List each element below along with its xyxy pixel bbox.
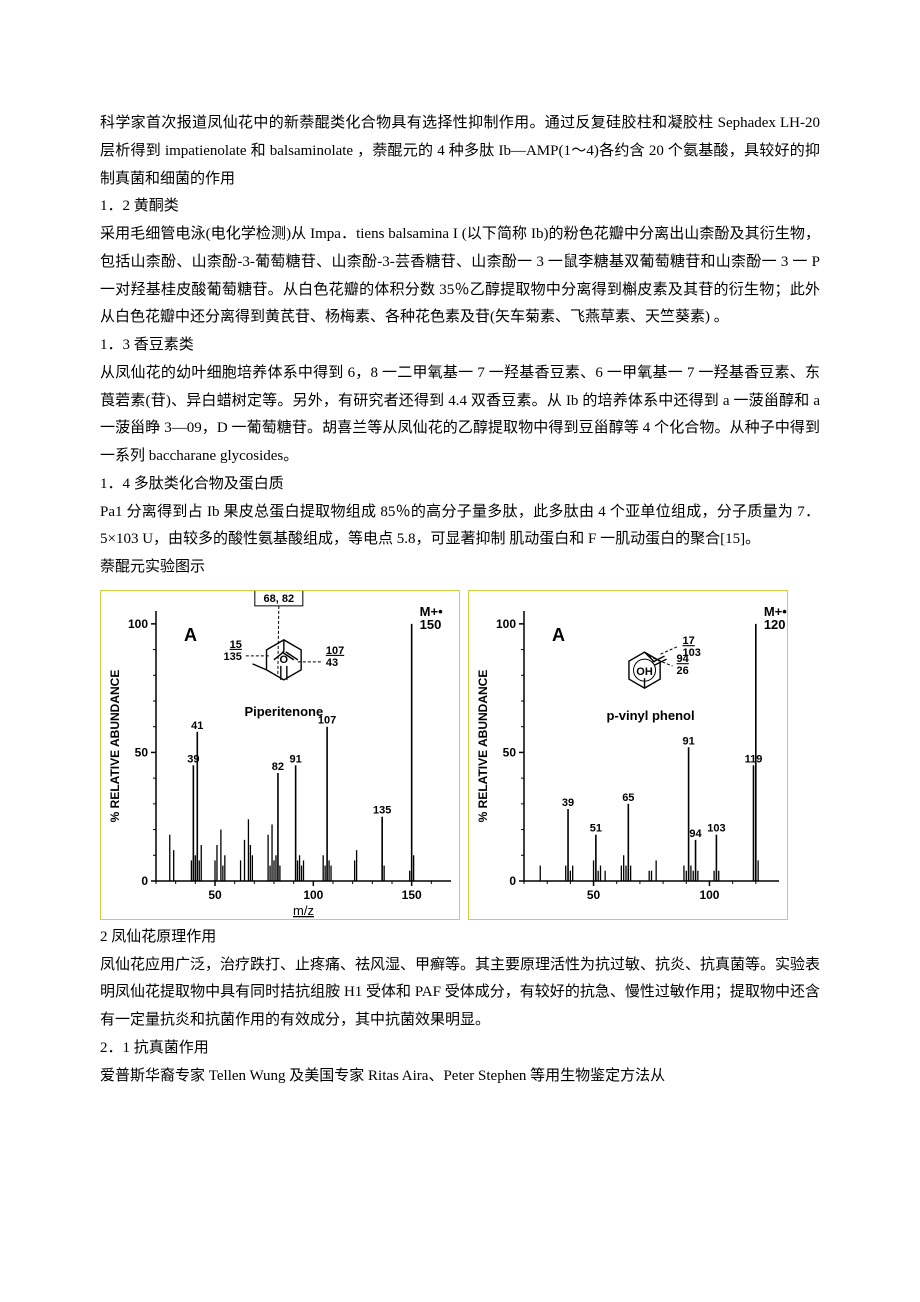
svg-text:0: 0 xyxy=(141,874,148,888)
svg-text:135: 135 xyxy=(373,804,391,816)
paragraph-2: 凤仙花应用广泛，治疗跌打、止疼痛、祛风湿、甲癣等。其主要原理活性为抗过敏、抗炎、… xyxy=(100,952,820,1035)
svg-text:50: 50 xyxy=(208,888,222,902)
svg-text:41: 41 xyxy=(191,720,203,732)
svg-text:135: 135 xyxy=(223,651,241,663)
svg-text:82: 82 xyxy=(272,761,284,773)
svg-text:107: 107 xyxy=(326,645,344,657)
paragraph-1-2: 采用毛细管电泳(电化学检测)从 Impa．tiens balsamina I (… xyxy=(100,221,820,332)
intro-paragraph: 科学家首次报道凤仙花中的新萘醌类化合物具有选择性抑制作用。通过反复硅胶柱和凝胶柱… xyxy=(100,110,820,193)
chart-panel-b: 0 50 100 50 100 % RELATIVE ABUNDANCE 39 51 65 91 9… xyxy=(468,590,788,920)
heading-1-3: 1．3 香豆素类 xyxy=(100,332,820,360)
svg-text:94: 94 xyxy=(689,828,702,840)
heading-1-2: 1．2 黄酮类 xyxy=(100,193,820,221)
svg-text:50: 50 xyxy=(135,745,149,759)
svg-text:OH: OH xyxy=(636,666,653,678)
svg-text:91: 91 xyxy=(682,735,694,747)
svg-text:m/z: m/z xyxy=(293,903,314,918)
svg-text:150: 150 xyxy=(402,888,422,902)
svg-text:119: 119 xyxy=(745,753,763,765)
svg-text:51: 51 xyxy=(590,822,602,834)
svg-text:26: 26 xyxy=(677,665,689,677)
svg-text:100: 100 xyxy=(699,888,719,902)
heading-1-4: 1．4 多肽类化合物及蛋白质 xyxy=(100,471,820,499)
heading-2-1: 2．1 抗真菌作用 xyxy=(100,1035,820,1063)
figure-caption: 萘醌元实验图示 xyxy=(100,554,820,582)
chart-panel-a: 05010050100150% RELATIVE ABUNDANCEm/z394… xyxy=(100,590,460,920)
svg-text:150: 150 xyxy=(420,617,442,632)
svg-text:103: 103 xyxy=(707,822,725,834)
svg-text:p-vinyl phenol: p-vinyl phenol xyxy=(606,708,694,723)
svg-text:17: 17 xyxy=(683,635,695,647)
svg-text:% RELATIVE ABUNDANCE: % RELATIVE ABUNDANCE xyxy=(476,669,490,822)
heading-2: 2 凤仙花原理作用 xyxy=(100,924,820,952)
svg-text:68, 82: 68, 82 xyxy=(264,593,295,605)
svg-text:% RELATIVE ABUNDANCE: % RELATIVE ABUNDANCE xyxy=(108,669,122,822)
svg-text:100: 100 xyxy=(303,888,323,902)
svg-text:50: 50 xyxy=(503,745,517,759)
svg-text:15: 15 xyxy=(230,639,242,651)
svg-text:94: 94 xyxy=(677,653,690,665)
svg-text:39: 39 xyxy=(562,797,574,809)
svg-text:0: 0 xyxy=(509,874,516,888)
svg-text:120: 120 xyxy=(764,617,786,632)
svg-text:65: 65 xyxy=(622,792,634,804)
svg-text:91: 91 xyxy=(290,753,302,765)
svg-text:100: 100 xyxy=(128,617,148,631)
paragraph-1-4: Pa1 分离得到占 Ib 果皮总蛋白提取物组成 85％的高分子量多肽，此多肽由 … xyxy=(100,499,820,555)
svg-text:Piperitenone: Piperitenone xyxy=(244,704,323,719)
chart-row: 05010050100150% RELATIVE ABUNDANCEm/z394… xyxy=(100,590,820,920)
svg-text:50: 50 xyxy=(587,888,601,902)
svg-text:A: A xyxy=(184,625,197,645)
paragraph-2-1: 爱普斯华裔专家 Tellen Wung 及美国专家 Ritas Aira、Pet… xyxy=(100,1063,820,1091)
svg-text:100: 100 xyxy=(496,617,516,631)
svg-text:43: 43 xyxy=(326,657,338,669)
svg-text:A: A xyxy=(552,625,565,645)
paragraph-1-3: 从凤仙花的幼叶细胞培养体系中得到 6，8 一二甲氧基一 7 一羟基香豆素、6 一… xyxy=(100,360,820,471)
